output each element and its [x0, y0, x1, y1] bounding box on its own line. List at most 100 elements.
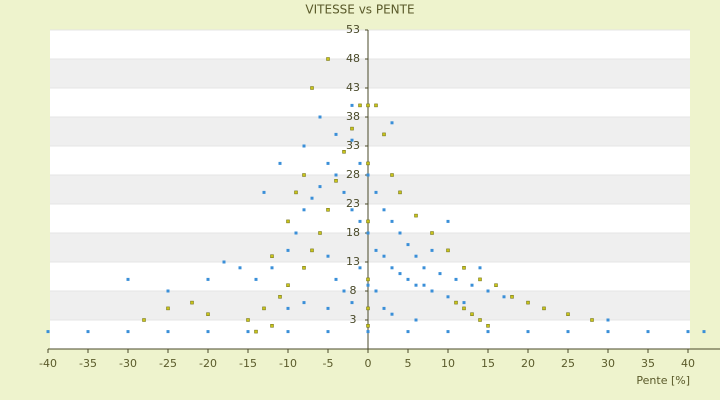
data-point	[454, 277, 458, 281]
data-point	[350, 103, 354, 107]
x-tick-label: 30	[601, 357, 615, 370]
data-point	[398, 272, 402, 276]
x-tick-label: -20	[199, 357, 217, 370]
x-axis-label: Pente [%]	[636, 374, 690, 387]
data-point	[342, 190, 346, 194]
y-tick-label: 3	[350, 313, 357, 326]
data-point	[430, 289, 434, 293]
y-tick-label: 43	[346, 81, 360, 94]
data-point	[430, 248, 434, 252]
data-point	[238, 266, 242, 270]
data-point	[366, 161, 370, 166]
data-point	[350, 138, 354, 142]
data-point	[310, 248, 314, 253]
grid-band	[50, 175, 690, 204]
data-point	[270, 324, 274, 328]
data-point	[566, 330, 570, 334]
data-point	[606, 330, 610, 334]
data-point	[334, 132, 338, 136]
data-point	[478, 318, 482, 322]
data-point	[590, 318, 594, 322]
data-point	[462, 306, 466, 311]
data-point	[206, 312, 210, 316]
data-point	[166, 330, 170, 334]
data-point	[606, 318, 610, 322]
data-point	[414, 283, 418, 287]
data-point	[358, 103, 362, 108]
data-point	[270, 254, 274, 258]
data-point	[446, 295, 450, 299]
data-point	[142, 318, 146, 322]
data-point	[526, 300, 530, 305]
data-point	[374, 190, 378, 194]
data-point	[326, 57, 330, 61]
data-point	[342, 289, 346, 293]
data-point	[406, 277, 410, 281]
data-point	[334, 277, 338, 281]
y-tick-label: 33	[346, 139, 360, 152]
data-point	[278, 161, 282, 165]
data-point	[222, 260, 226, 264]
data-point	[270, 266, 274, 270]
y-tick-label: 53	[346, 23, 360, 36]
data-point	[414, 254, 418, 258]
data-point	[494, 283, 498, 287]
data-point	[206, 277, 210, 281]
data-point	[166, 306, 170, 311]
data-point	[422, 266, 426, 270]
data-point	[462, 266, 466, 270]
data-point	[702, 330, 706, 334]
data-point	[302, 173, 306, 177]
x-tick-label: 10	[441, 357, 455, 370]
data-point	[486, 324, 490, 328]
data-point	[254, 329, 258, 334]
data-point	[46, 330, 50, 334]
x-tick-label: -25	[159, 357, 177, 370]
grid-band	[50, 291, 690, 320]
data-point	[262, 190, 266, 194]
data-point	[358, 266, 362, 270]
data-point	[302, 301, 306, 305]
data-point	[318, 231, 322, 235]
data-point	[86, 330, 90, 334]
y-tick-label: 13	[346, 255, 360, 268]
data-point	[478, 266, 482, 270]
x-tick-label: 5	[405, 357, 412, 370]
data-point	[510, 295, 514, 299]
data-point	[366, 330, 370, 334]
data-point	[326, 208, 330, 212]
data-point	[326, 306, 330, 310]
data-point	[390, 266, 394, 270]
data-point	[566, 312, 570, 316]
data-point	[422, 283, 426, 287]
data-point	[478, 277, 482, 282]
data-point	[438, 272, 442, 276]
data-point	[382, 132, 386, 137]
data-point	[366, 219, 370, 224]
data-point	[334, 173, 338, 177]
x-tick-label: -30	[119, 357, 137, 370]
data-point	[414, 318, 418, 322]
grid-band	[50, 59, 690, 88]
data-point	[446, 330, 450, 334]
x-tick-label: -15	[239, 357, 257, 370]
data-point	[262, 306, 266, 311]
y-tick-label: 38	[346, 110, 360, 123]
data-point	[318, 115, 322, 119]
data-point	[278, 295, 282, 299]
data-point	[246, 318, 250, 322]
data-point	[446, 219, 450, 223]
data-point	[542, 306, 546, 311]
x-tick-label: 25	[561, 357, 575, 370]
data-point	[430, 231, 434, 235]
data-point	[470, 312, 474, 316]
data-point	[334, 179, 338, 183]
x-tick-label: 15	[481, 357, 495, 370]
data-point	[366, 324, 370, 328]
x-tick-label: 20	[521, 357, 535, 370]
data-point	[318, 185, 322, 189]
data-point	[454, 300, 458, 305]
data-point	[294, 231, 298, 235]
data-point	[686, 330, 690, 334]
